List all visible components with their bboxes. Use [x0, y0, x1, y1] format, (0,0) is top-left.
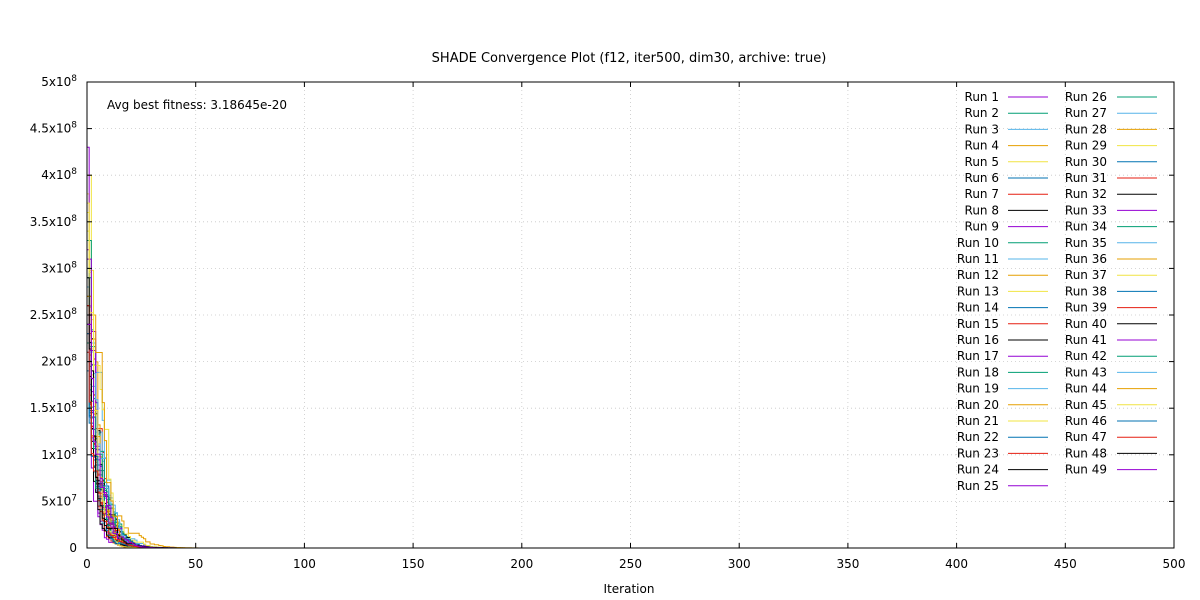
legend-label: Run 49 — [1065, 463, 1107, 477]
x-tick-label: 250 — [619, 557, 642, 571]
y-tick-label: 4x108 — [41, 167, 77, 182]
x-tick-label: 150 — [402, 557, 425, 571]
legend-label: Run 3 — [965, 122, 999, 136]
legend-label: Run 14 — [957, 301, 999, 315]
legend-label: Run 19 — [957, 382, 999, 396]
legend-label: Run 11 — [957, 252, 999, 266]
legend-label: Run 24 — [957, 463, 999, 477]
legend-label: Run 44 — [1065, 382, 1107, 396]
legend-label: Run 28 — [1065, 122, 1107, 136]
y-tick-label: 2x108 — [41, 354, 77, 369]
legend-label: Run 20 — [957, 398, 999, 412]
y-tick-label: 3x108 — [41, 260, 77, 275]
legend-label: Run 9 — [965, 220, 999, 234]
legend-label: Run 33 — [1065, 203, 1107, 217]
legend-label: Run 40 — [1065, 317, 1107, 331]
legend-label: Run 25 — [957, 479, 999, 493]
legend-label: Run 30 — [1065, 155, 1107, 169]
legend-label: Run 4 — [965, 139, 999, 153]
legend-label: Run 38 — [1065, 284, 1107, 298]
legend-label: Run 31 — [1065, 171, 1107, 185]
legend-label: Run 8 — [965, 203, 999, 217]
legend-label: Run 6 — [965, 171, 999, 185]
axes: 0 50 100 150 200 250 300 350 400 450 500 0 5x107 1x10… — [30, 74, 1186, 571]
avg-fitness-annotation: Avg best fitness: 3.18645e-20 — [107, 98, 287, 112]
y-tick-label: 4.5x108 — [30, 121, 77, 136]
legend-label: Run 36 — [1065, 252, 1107, 266]
y-tick-label: 1x108 — [41, 447, 77, 462]
legend: Run 1 Run 2 Run 3 Run 4 Run 5 Run 6 Run 7 Run 8… — [957, 90, 1157, 493]
legend-label: Run 17 — [957, 349, 999, 363]
y-tick-label: 2.5x108 — [30, 307, 77, 322]
legend-label: Run 18 — [957, 365, 999, 379]
legend-label: Run 1 — [965, 90, 999, 104]
legend-label: Run 43 — [1065, 365, 1107, 379]
x-tick-label: 300 — [728, 557, 751, 571]
chart-title: SHADE Convergence Plot (f12, iter500, di… — [432, 51, 827, 66]
grid-lines — [87, 82, 1174, 548]
x-tick-label: 350 — [836, 557, 859, 571]
legend-label: Run 22 — [957, 430, 999, 444]
x-tick-label: 200 — [510, 557, 533, 571]
legend-label: Run 7 — [965, 187, 999, 201]
y-tick-label: 0 — [69, 541, 77, 555]
legend-label: Run 48 — [1065, 446, 1107, 460]
legend-label: Run 10 — [957, 236, 999, 250]
legend-label: Run 5 — [965, 155, 999, 169]
y-tick-label: 5x108 — [41, 74, 77, 89]
legend-label: Run 34 — [1065, 220, 1107, 234]
x-tick-label: 50 — [188, 557, 203, 571]
legend-label: Run 2 — [965, 106, 999, 120]
legend-label: Run 13 — [957, 284, 999, 298]
legend-label: Run 21 — [957, 414, 999, 428]
legend-label: Run 16 — [957, 333, 999, 347]
legend-label: Run 32 — [1065, 187, 1107, 201]
x-tick-label: 0 — [83, 557, 91, 571]
x-tick-label: 100 — [293, 557, 316, 571]
y-tick-label: 5x107 — [41, 493, 77, 508]
x-axis-label: Iteration — [604, 582, 655, 596]
legend-label: Run 35 — [1065, 236, 1107, 250]
legend-label: Run 26 — [1065, 90, 1107, 104]
y-tick-label: 3.5x108 — [30, 214, 77, 229]
x-tick-label: 400 — [945, 557, 968, 571]
legend-label: Run 12 — [957, 268, 999, 282]
legend-label: Run 37 — [1065, 268, 1107, 282]
legend-label: Run 39 — [1065, 301, 1107, 315]
legend-label: Run 47 — [1065, 430, 1107, 444]
legend-label: Run 46 — [1065, 414, 1107, 428]
legend-label: Run 41 — [1065, 333, 1107, 347]
legend-label: Run 29 — [1065, 139, 1107, 153]
y-tick-label: 1.5x108 — [30, 400, 77, 415]
legend-label: Run 45 — [1065, 398, 1107, 412]
legend-label: Run 42 — [1065, 349, 1107, 363]
legend-label: Run 23 — [957, 446, 999, 460]
legend-label: Run 15 — [957, 317, 999, 331]
x-tick-label: 450 — [1054, 557, 1077, 571]
legend-label: Run 27 — [1065, 106, 1107, 120]
x-tick-label: 500 — [1163, 557, 1186, 571]
